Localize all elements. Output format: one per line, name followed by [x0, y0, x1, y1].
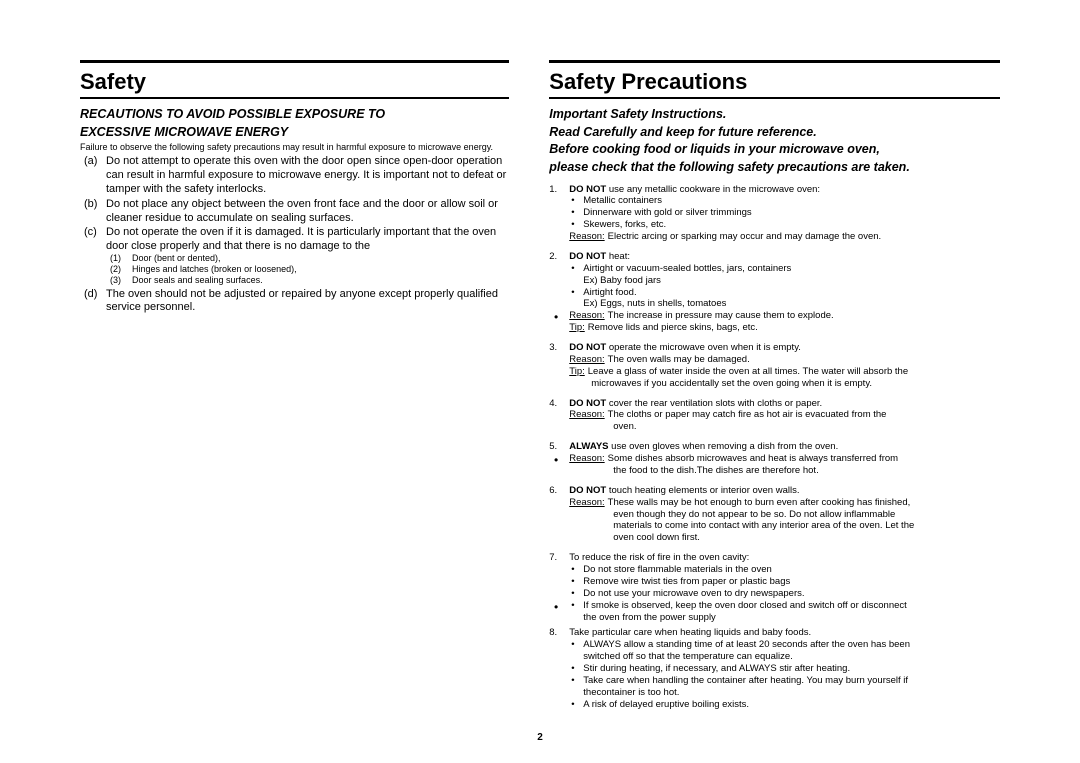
- reason-1: Reason:Electric arcing or sparking may o…: [549, 231, 1000, 243]
- right-column: Safety Precautions Important Safety Inst…: [549, 60, 1000, 711]
- tip-3: Tip:Leave a glass of water inside the ov…: [549, 366, 1000, 378]
- reason-4: Reason:The cloths or paper may catch fir…: [549, 409, 1000, 421]
- tip-2: Tip:Remove lids and pierce skins, bags, …: [549, 322, 1000, 334]
- b-1-2: •Dinnerware with gold or silver trimming…: [569, 207, 1000, 219]
- intro-line2: Read Carefully and keep for future refer…: [549, 125, 1000, 141]
- item-7: 7. To reduce the risk of fire in the ove…: [549, 552, 1000, 564]
- text-2: DO NOT heat:: [569, 251, 1000, 263]
- item-1: 1. DO NOT use any metallic cookware in t…: [549, 184, 1000, 196]
- reason-6-c4: oven cool down first.: [549, 532, 1000, 544]
- marker-8: 8.: [549, 627, 569, 639]
- text-b: Do not place any object between the oven…: [106, 198, 509, 226]
- b-1-3: •Skewers, forks, etc.: [569, 219, 1000, 231]
- b-1-1: •Metallic containers: [569, 195, 1000, 207]
- intro-line3: Before cooking food or liquids in your m…: [549, 142, 1000, 158]
- text-c1: Door (bent or dented),: [132, 253, 509, 264]
- side-dot-2: •: [554, 453, 558, 467]
- text-8: Take particular care when heating liquid…: [569, 627, 1000, 639]
- b-2-2: •Airtight food.: [569, 287, 1000, 299]
- reason-6: Reason:These walls may be hot enough to …: [549, 497, 1000, 509]
- marker-2: 2.: [549, 251, 569, 263]
- reason-5-cont: the food to the dish.The dishes are ther…: [549, 465, 1000, 477]
- text-d: The oven should not be adjusted or repai…: [106, 288, 509, 316]
- marker-1: 1.: [549, 184, 569, 196]
- item-5: 5. ALWAYS use oven gloves when removing …: [549, 441, 1000, 453]
- tip-3-cont: microwaves if you accidentally set the o…: [549, 378, 1000, 390]
- marker-a: (a): [80, 155, 106, 196]
- item-c: (c) Do not operate the oven if it is dam…: [80, 226, 509, 254]
- text-c2: Hinges and latches (broken or loosened),: [132, 264, 509, 275]
- b-2-1: •Airtight or vacuum-sealed bottles, jars…: [569, 263, 1000, 275]
- b-8-1c: switched off so that the temperature can…: [569, 651, 1000, 663]
- item-c2: (2) Hinges and latches (broken or loosen…: [106, 264, 509, 275]
- text-1: DO NOT use any metallic cookware in the …: [569, 184, 1000, 196]
- item-2: 2. DO NOT heat:: [549, 251, 1000, 263]
- left-title: Safety: [80, 65, 509, 97]
- intro-line1: Important Safety Instructions.: [549, 107, 1000, 123]
- item-c1: (1) Door (bent or dented),: [106, 253, 509, 264]
- text-6: DO NOT touch heating elements or interio…: [569, 485, 1000, 497]
- page: Safety RECAUTIONS TO AVOID POSSIBLE EXPO…: [0, 0, 1080, 741]
- text-4: DO NOT cover the rear ventilation slots …: [569, 398, 1000, 410]
- marker-d: (d): [80, 288, 106, 316]
- text-c3: Door seals and sealing surfaces.: [132, 275, 509, 286]
- rule-top-r: [549, 60, 1000, 63]
- marker-3: 3.: [549, 342, 569, 354]
- reason-5: Reason:Some dishes absorb microwaves and…: [549, 453, 1000, 465]
- b-7-1: •Do not store flammable materials in the…: [569, 564, 1000, 576]
- marker-5: 5.: [549, 441, 569, 453]
- item-8: 8. Take particular care when heating liq…: [549, 627, 1000, 639]
- item-c3: (3) Door seals and sealing surfaces.: [106, 275, 509, 286]
- b-8-4: •A risk of delayed eruptive boiling exis…: [569, 699, 1000, 711]
- marker-c: (c): [80, 226, 106, 254]
- page-number: 2: [0, 732, 1080, 743]
- side-dot-1: •: [554, 310, 558, 324]
- text-5: ALWAYS use oven gloves when removing a d…: [569, 441, 1000, 453]
- b-8-2: •Stir during heating, if necessary, and …: [569, 663, 1000, 675]
- item-6: 6. DO NOT touch heating elements or inte…: [549, 485, 1000, 497]
- text-c: Do not operate the oven if it is damaged…: [106, 226, 509, 254]
- b-8-1: •ALWAYS allow a standing time of at leas…: [569, 639, 1000, 651]
- b-7-3: •Do not use your microwave oven to dry n…: [569, 588, 1000, 600]
- left-subhead-line1: RECAUTIONS TO AVOID POSSIBLE EXPOSURE TO: [80, 107, 509, 123]
- text-3: DO NOT operate the microwave oven when i…: [569, 342, 1000, 354]
- item-b: (b) Do not place any object between the …: [80, 198, 509, 226]
- left-subhead-line2: EXCESSIVE MICROWAVE ENERGY: [80, 125, 509, 141]
- right-rule-under: [549, 97, 1000, 99]
- left-intro: Failure to observe the following safety …: [80, 142, 509, 153]
- item-3: 3. DO NOT operate the microwave oven whe…: [549, 342, 1000, 354]
- reason-3: Reason:The oven walls may be damaged.: [549, 354, 1000, 366]
- text-7: To reduce the risk of fire in the oven c…: [569, 552, 1000, 564]
- b-7-4: •If smoke is observed, keep the oven doo…: [569, 600, 1000, 612]
- left-rule-under: [80, 97, 509, 99]
- right-title: Safety Precautions: [549, 65, 1000, 97]
- marker-c3: (3): [106, 275, 132, 286]
- marker-7: 7.: [549, 552, 569, 564]
- left-column: Safety RECAUTIONS TO AVOID POSSIBLE EXPO…: [80, 60, 509, 711]
- marker-6: 6.: [549, 485, 569, 497]
- side-dot-3: •: [554, 600, 558, 614]
- b-2-ex2: Ex) Eggs, nuts in shells, tomatoes: [569, 298, 1000, 310]
- marker-c2: (2): [106, 264, 132, 275]
- reason-6-c2: even though they do not appear to be so.…: [549, 509, 1000, 521]
- marker-c1: (1): [106, 253, 132, 264]
- marker-b: (b): [80, 198, 106, 226]
- text-a: Do not attempt to operate this oven with…: [106, 155, 509, 196]
- b-2-ex1: Ex) Baby food jars: [569, 275, 1000, 287]
- b-8-3c: thecontainer is too hot.: [569, 687, 1000, 699]
- reason-4-cont: oven.: [549, 421, 1000, 433]
- reason-6-c3: materials to come into contact with any …: [549, 520, 1000, 532]
- b-7-2: •Remove wire twist ties from paper or pl…: [569, 576, 1000, 588]
- b-8-3: •Take care when handling the container a…: [569, 675, 1000, 687]
- b-7-4c: the oven from the power supply: [569, 612, 1000, 624]
- reason-2: Reason:The increase in pressure may caus…: [549, 310, 1000, 322]
- rule-top: [80, 60, 509, 63]
- marker-4: 4.: [549, 398, 569, 410]
- item-4: 4. DO NOT cover the rear ventilation slo…: [549, 398, 1000, 410]
- item-d: (d) The oven should not be adjusted or r…: [80, 288, 509, 316]
- intro-line4: please check that the following safety p…: [549, 160, 1000, 176]
- item-a: (a) Do not attempt to operate this oven …: [80, 155, 509, 196]
